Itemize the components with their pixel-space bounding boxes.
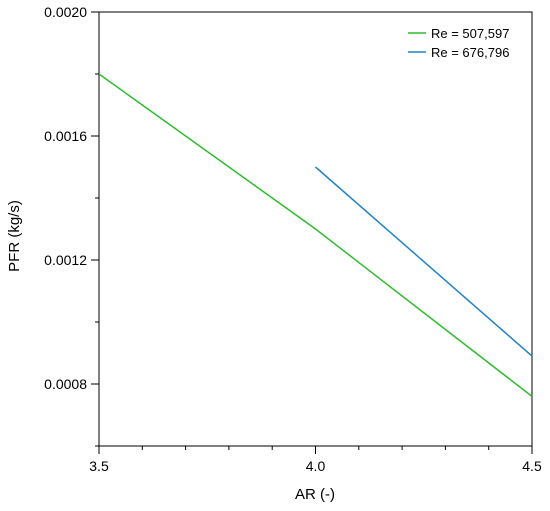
legend-label-1: Re = 507,597: [431, 26, 509, 41]
legend: Re = 507,597 Re = 676,796: [408, 26, 509, 60]
series-line-2: [315, 166, 533, 357]
x-tick-label: 3.5: [89, 458, 109, 474]
legend-label-2: Re = 676,796: [431, 45, 509, 60]
y-tick-label: 0.0020: [44, 4, 87, 20]
x-axis-title: AR (-): [295, 486, 335, 503]
series-layer: [98, 73, 533, 397]
tick-labels: 3.5 4.0 4.5 0.0008 0.0012 0.0016 0.0020: [44, 4, 542, 474]
y-tick-label: 0.0008: [44, 376, 87, 392]
y-axis-title: PFR (kg/s): [6, 200, 23, 272]
y-tick-label: 0.0012: [44, 252, 87, 268]
y-tick-label: 0.0016: [44, 128, 87, 144]
x-tick-label: 4.0: [306, 458, 326, 474]
x-tick-label: 4.5: [522, 458, 542, 474]
series-line-1: [98, 73, 533, 397]
axis-ticks: [91, 11, 533, 454]
